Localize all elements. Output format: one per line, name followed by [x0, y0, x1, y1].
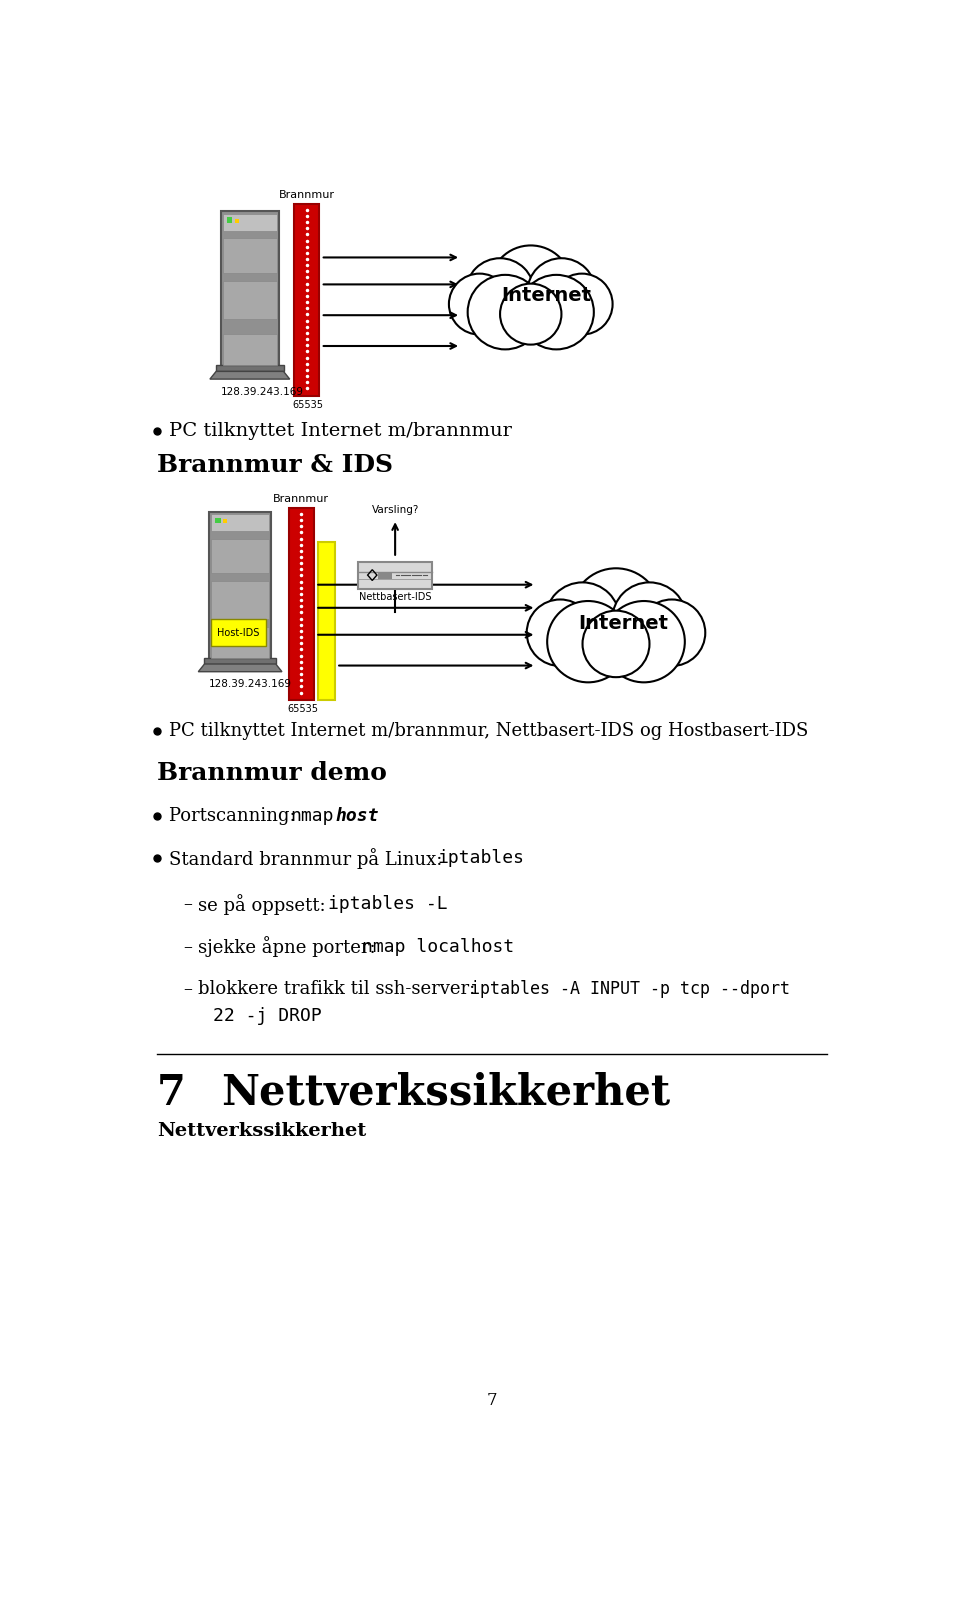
Text: iptables -A INPUT -p tcp --dport: iptables -A INPUT -p tcp --dport	[470, 979, 790, 998]
Text: Nettbasert-IDS: Nettbasert-IDS	[359, 592, 431, 602]
Text: iptables -L: iptables -L	[327, 896, 447, 914]
Circle shape	[551, 274, 612, 334]
Bar	[209, 512, 271, 666]
Text: se på oppsett:: se på oppsett:	[198, 894, 331, 915]
Bar	[216, 365, 283, 371]
Circle shape	[518, 275, 594, 349]
Bar	[318, 542, 335, 701]
Text: iptables: iptables	[438, 850, 525, 867]
Text: Portscanning:: Portscanning:	[169, 806, 301, 824]
Bar	[358, 562, 432, 589]
Text: –: –	[183, 979, 192, 998]
Text: Brannmur: Brannmur	[274, 494, 329, 504]
Circle shape	[449, 274, 511, 334]
Bar	[223, 213, 276, 230]
Bar	[211, 627, 269, 658]
Text: sjekke åpne porter:: sjekke åpne porter:	[198, 936, 381, 957]
Circle shape	[638, 600, 706, 666]
Bar	[227, 218, 232, 222]
Bar	[289, 507, 314, 701]
Bar	[211, 539, 269, 573]
Text: Brannmur demo: Brannmur demo	[157, 762, 387, 786]
Circle shape	[545, 582, 620, 656]
Text: 7: 7	[157, 1072, 186, 1114]
Circle shape	[466, 258, 534, 326]
Circle shape	[490, 245, 571, 326]
Bar	[223, 334, 276, 365]
Bar	[223, 520, 227, 523]
Text: PC tilknyttet Internet m/brannmur, Nettbasert-IDS og Hostbasert-IDS: PC tilknyttet Internet m/brannmur, Nettb…	[169, 722, 808, 739]
Circle shape	[603, 602, 684, 682]
Text: 128.39.243.169: 128.39.243.169	[221, 387, 303, 397]
Text: Nettverkssikkerhet: Nettverkssikkerhet	[157, 1123, 367, 1141]
Text: Host-IDS: Host-IDS	[217, 627, 260, 638]
Text: Varsling?: Varsling?	[372, 506, 419, 515]
Text: 128.39.243.169: 128.39.243.169	[209, 680, 292, 690]
Circle shape	[527, 600, 593, 666]
Text: host: host	[335, 806, 379, 824]
Bar	[211, 581, 269, 619]
Text: –: –	[183, 896, 192, 914]
Bar	[378, 573, 393, 579]
Circle shape	[583, 611, 650, 677]
Bar	[223, 280, 276, 318]
Bar	[234, 219, 239, 222]
Text: –: –	[183, 938, 192, 955]
Text: 22 -j DROP: 22 -j DROP	[213, 1006, 322, 1026]
Bar	[211, 514, 269, 531]
Circle shape	[547, 602, 629, 682]
Text: 7: 7	[487, 1392, 497, 1410]
Text: 65535: 65535	[293, 400, 324, 410]
Text: Nettverkssikkerhet: Nettverkssikkerhet	[221, 1072, 670, 1114]
Polygon shape	[199, 664, 282, 672]
Bar	[204, 658, 276, 664]
Text: 65535: 65535	[287, 704, 319, 714]
Text: Standard brannmur på Linux:: Standard brannmur på Linux:	[169, 848, 448, 869]
Circle shape	[500, 283, 562, 344]
Circle shape	[612, 582, 686, 656]
Text: Internet: Internet	[579, 614, 669, 632]
Text: Brannmur: Brannmur	[278, 190, 335, 200]
Polygon shape	[210, 371, 290, 379]
Text: PC tilknyttet Internet m/brannmur: PC tilknyttet Internet m/brannmur	[169, 422, 512, 440]
Bar	[215, 518, 221, 523]
Circle shape	[571, 568, 660, 658]
Text: blokkere trafikk til ssh-server:: blokkere trafikk til ssh-server:	[198, 979, 481, 998]
Bar	[221, 211, 278, 373]
Bar	[295, 203, 319, 397]
Bar	[223, 238, 276, 274]
Text: Internet: Internet	[501, 286, 591, 306]
Circle shape	[527, 258, 595, 326]
Bar	[210, 619, 267, 646]
Circle shape	[468, 275, 542, 349]
Text: nmap: nmap	[291, 806, 334, 824]
Text: nmap localhost: nmap localhost	[362, 938, 514, 955]
Text: Brannmur & IDS: Brannmur & IDS	[157, 453, 394, 477]
